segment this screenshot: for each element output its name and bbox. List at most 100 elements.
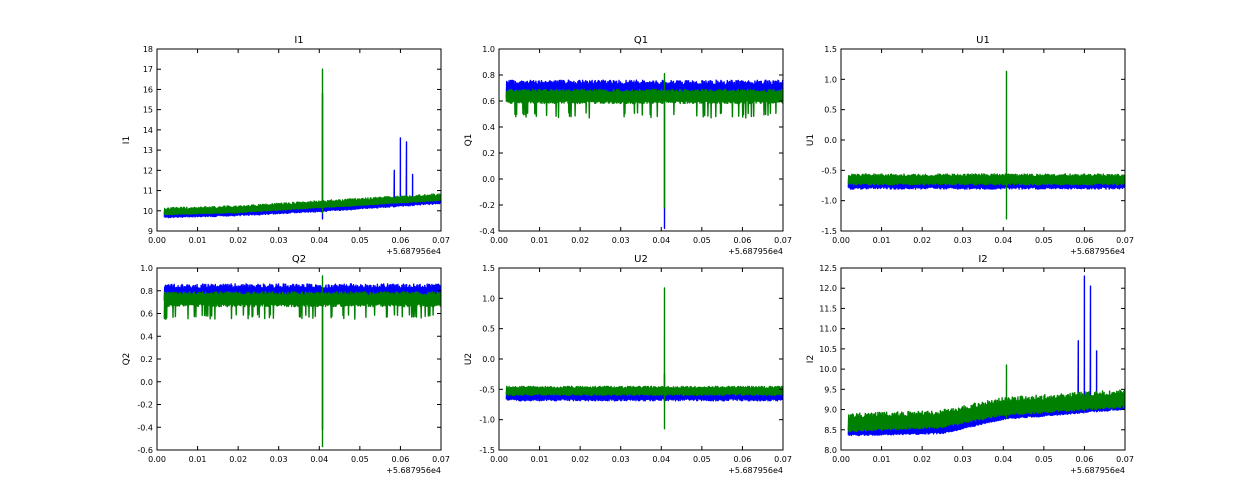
x-offset-label: +5.687956e4 bbox=[386, 466, 441, 475]
y-tick-label: 17 bbox=[143, 65, 153, 74]
x-tick-label: 0.00 bbox=[490, 236, 508, 245]
y-axis-label: U2 bbox=[464, 353, 474, 365]
y-tick-label: 9 bbox=[148, 227, 153, 236]
x-tick-label: 0.03 bbox=[270, 236, 288, 245]
y-tick-label: 0.8 bbox=[482, 71, 495, 80]
x-tick-label: 0.01 bbox=[873, 455, 891, 464]
x-tick-label: 0.05 bbox=[351, 236, 369, 245]
y-tick-label: 0.0 bbox=[140, 378, 153, 387]
chart-title: Q1 bbox=[634, 35, 648, 46]
axes-frame bbox=[156, 48, 442, 232]
series-line-2 bbox=[505, 287, 783, 430]
x-tick-label: 0.00 bbox=[832, 455, 850, 464]
panel-q1: 0.00 0.01 0.02 0.03 0.04 0.05 0.06 0.07 -0.4 -0.2… bbox=[464, 35, 792, 256]
series-group bbox=[847, 70, 1125, 220]
chart-title: U2 bbox=[634, 254, 648, 265]
y-tick-label: 12.0 bbox=[819, 284, 837, 293]
series-group bbox=[163, 275, 441, 448]
x-tick-label: 0.05 bbox=[1035, 236, 1053, 245]
x-tick-label: 0.04 bbox=[994, 455, 1012, 464]
y-tick-label: -0.5 bbox=[479, 385, 495, 394]
x-offset-label: +5.687956e4 bbox=[728, 247, 783, 256]
x-tick-label: 0.04 bbox=[310, 236, 328, 245]
x-offset-label: +5.687956e4 bbox=[1070, 466, 1125, 475]
y-axis-label: Q1 bbox=[464, 134, 474, 147]
x-tick-label: 0.06 bbox=[392, 455, 410, 464]
y-tick-label: 0.0 bbox=[482, 355, 495, 364]
y-tick-label: 10.5 bbox=[819, 345, 837, 354]
x-tick-label: 0.00 bbox=[148, 455, 166, 464]
x-tick-label: 0.01 bbox=[873, 236, 891, 245]
y-tick-label: 1.0 bbox=[482, 294, 495, 303]
y-axis-label: Q2 bbox=[122, 353, 132, 366]
x-tick-label: 0.03 bbox=[270, 455, 288, 464]
series-line-2 bbox=[505, 73, 783, 209]
chart-title: Q2 bbox=[292, 254, 306, 265]
x-tick-label: 0.07 bbox=[1116, 236, 1134, 245]
x-tick-label: 0.05 bbox=[351, 455, 369, 464]
y-tick-label: 8.5 bbox=[824, 426, 837, 435]
series-line-2 bbox=[163, 68, 441, 216]
y-tick-label: 12 bbox=[143, 166, 153, 175]
x-tick-label: 0.02 bbox=[571, 236, 589, 245]
x-tick-label: 0.01 bbox=[531, 455, 549, 464]
y-tick-label: 14 bbox=[143, 126, 153, 135]
y-tick-label: -0.4 bbox=[137, 423, 153, 432]
y-tick-label: -1.5 bbox=[479, 446, 495, 455]
series-group bbox=[847, 275, 1125, 437]
panel-i2: 0.00 0.01 0.02 0.03 0.04 0.05 0.06 0.07 8.0 8.5 9.… bbox=[806, 254, 1134, 475]
y-tick-label: -1.0 bbox=[821, 197, 837, 206]
y-tick-label: 18 bbox=[143, 45, 153, 54]
series-line-2 bbox=[847, 70, 1125, 220]
y-axis-label: I1 bbox=[122, 136, 132, 144]
x-tick-label: 0.07 bbox=[432, 455, 450, 464]
x-tick-label: 0.07 bbox=[1116, 455, 1134, 464]
y-tick-label: 0.6 bbox=[140, 310, 153, 319]
y-tick-label: 16 bbox=[143, 85, 153, 94]
y-tick-label: -0.6 bbox=[137, 446, 153, 455]
y-tick-label: 0.0 bbox=[824, 136, 837, 145]
y-tick-label: 0.8 bbox=[140, 287, 153, 296]
y-tick-label: 0.5 bbox=[482, 325, 495, 334]
x-tick-label: 0.03 bbox=[954, 455, 972, 464]
y-tick-label: 10 bbox=[143, 207, 153, 216]
x-tick-label: 0.03 bbox=[612, 455, 630, 464]
panel-u1: 0.00 0.01 0.02 0.03 0.04 0.05 0.06 0.07 -1.5 -1.0… bbox=[806, 35, 1134, 256]
x-tick-label: 0.03 bbox=[612, 236, 630, 245]
x-tick-label: 0.04 bbox=[652, 236, 670, 245]
x-tick-label: 0.02 bbox=[229, 455, 247, 464]
y-tick-label: 0.2 bbox=[140, 355, 153, 364]
y-axis-label: I2 bbox=[806, 355, 816, 363]
chart-title: I2 bbox=[978, 254, 987, 265]
y-tick-label: -0.2 bbox=[479, 201, 495, 210]
x-tick-label: 0.07 bbox=[774, 236, 792, 245]
x-tick-label: 0.02 bbox=[913, 236, 931, 245]
y-tick-label: -0.4 bbox=[479, 227, 495, 236]
x-tick-label: 0.02 bbox=[229, 236, 247, 245]
y-tick-label: 9.0 bbox=[824, 406, 837, 415]
panel-u2: 0.00 0.01 0.02 0.03 0.04 0.05 0.06 0.07 -1.5 -1.0… bbox=[464, 254, 792, 475]
y-tick-label: 8.0 bbox=[824, 446, 837, 455]
y-tick-label: 1.5 bbox=[482, 264, 495, 273]
y-tick-label: 0.5 bbox=[824, 106, 837, 115]
x-tick-label: 0.05 bbox=[693, 455, 711, 464]
y-tick-label: 12.5 bbox=[819, 264, 837, 273]
x-tick-label: 0.05 bbox=[1035, 455, 1053, 464]
x-tick-label: 0.07 bbox=[774, 455, 792, 464]
panel-q2: 0.00 0.01 0.02 0.03 0.04 0.05 0.06 0.07 -0.6 -0.4… bbox=[122, 254, 450, 475]
x-tick-label: 0.02 bbox=[571, 455, 589, 464]
x-tick-label: 0.00 bbox=[148, 236, 166, 245]
y-tick-label: 0.6 bbox=[482, 97, 495, 106]
y-axis-label: U1 bbox=[806, 134, 816, 146]
x-tick-label: 0.01 bbox=[531, 236, 549, 245]
series-line-1 bbox=[163, 283, 441, 431]
y-tick-label: 0.2 bbox=[482, 149, 495, 158]
x-tick-label: 0.02 bbox=[913, 455, 931, 464]
series-group bbox=[505, 73, 783, 230]
y-tick-label: 9.5 bbox=[824, 385, 837, 394]
chart-title: U1 bbox=[976, 35, 990, 46]
series-group bbox=[505, 287, 783, 430]
x-tick-label: 0.06 bbox=[734, 236, 752, 245]
x-offset-label: +5.687956e4 bbox=[1070, 247, 1125, 256]
